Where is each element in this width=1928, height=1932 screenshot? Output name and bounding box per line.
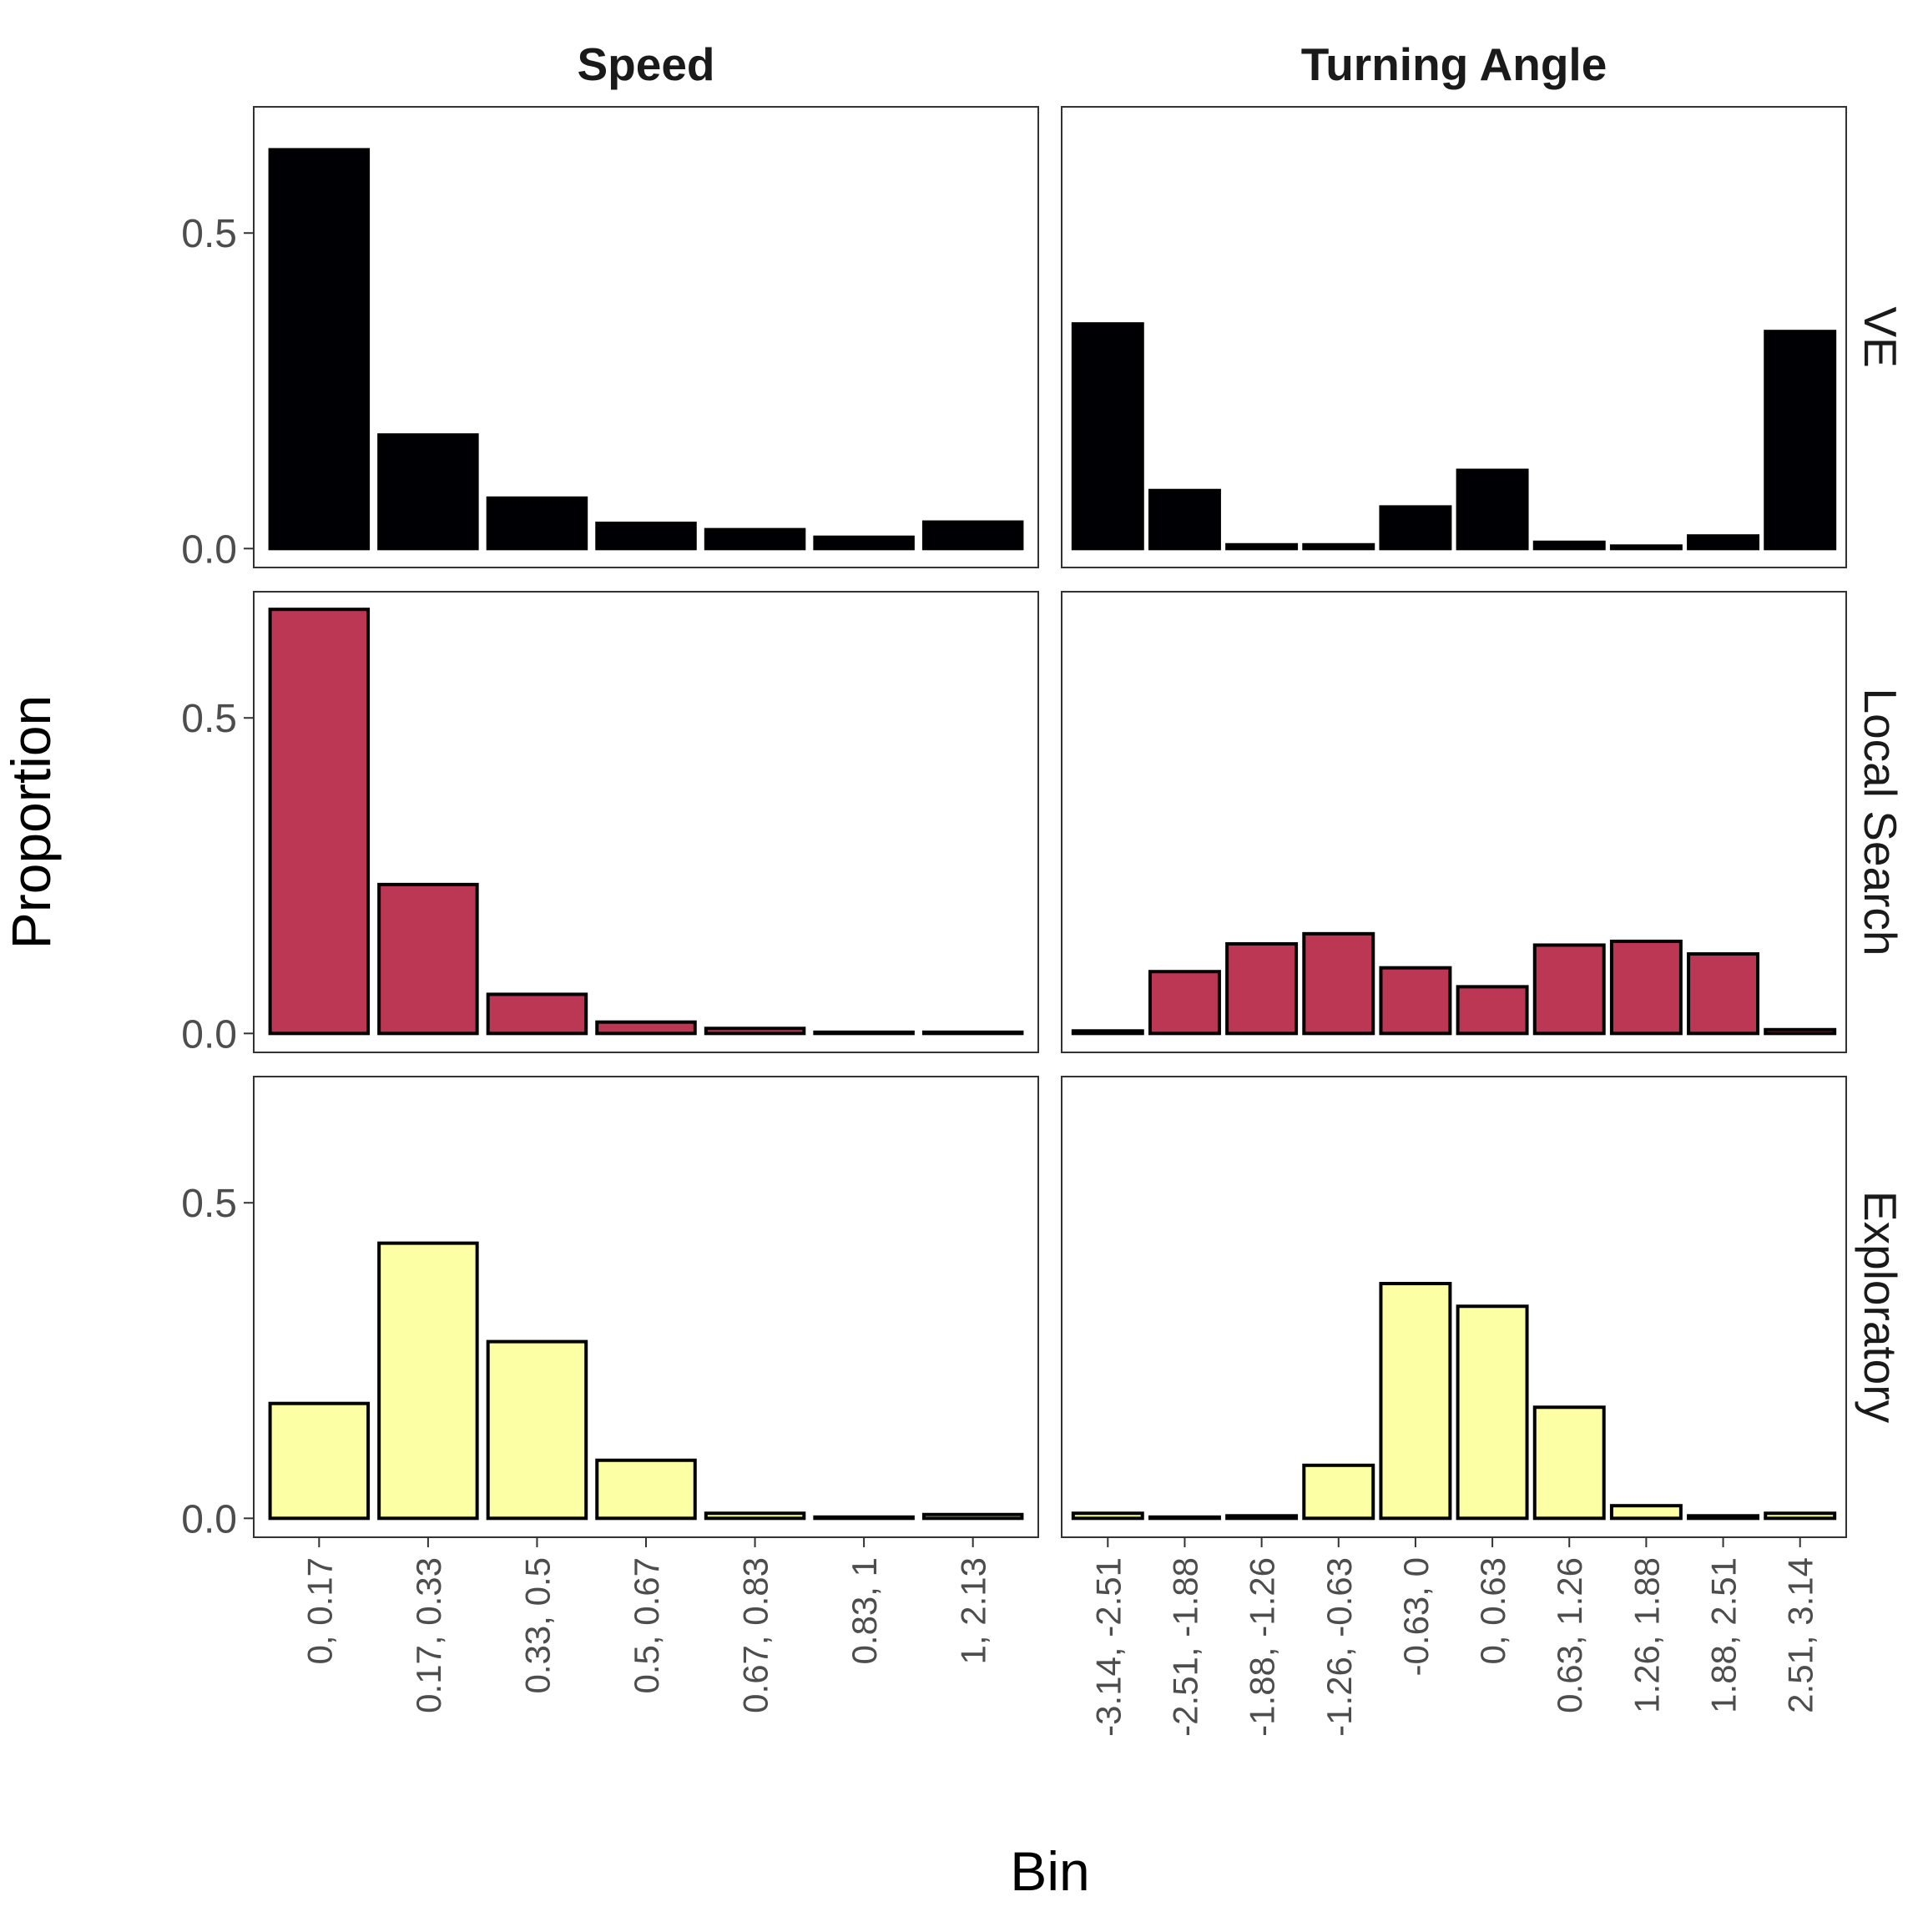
panel-exploratory-turning-angle: -3.14, -2.51 -2.51, -1.88 -1.88, -1.26 -1.2…	[1061, 1076, 1847, 1737]
bar	[1302, 542, 1375, 551]
bar	[1764, 330, 1837, 551]
bar	[486, 496, 588, 551]
bar	[1456, 1304, 1529, 1521]
x-tick-label: 1.88, 2.51	[1704, 1557, 1744, 1713]
panel-border	[1061, 1076, 1847, 1538]
bar	[1379, 505, 1452, 551]
bar	[1687, 952, 1760, 1036]
x-tick-label: 0.5, 0.67	[627, 1557, 666, 1693]
bar	[1148, 1515, 1221, 1521]
x-tick-label: 1, 2.13	[954, 1557, 993, 1664]
bar	[1687, 534, 1760, 551]
bar	[1379, 966, 1452, 1036]
bar	[1609, 544, 1683, 551]
panel-exploratory-speed: 0.0 0.5 0, 0.17 0.17, 0.33 0.33, 0.5 0.5, 0.6…	[181, 1076, 1039, 1713]
panel-ve-speed: 0.0 0.5	[181, 106, 1039, 572]
x-tick-label: 0.83, 1	[845, 1557, 884, 1664]
y-tick-label: 0.0	[181, 1497, 237, 1541]
bar	[704, 1511, 806, 1521]
bar	[1071, 1511, 1144, 1521]
bar	[1225, 941, 1299, 1036]
bar	[1379, 1282, 1452, 1521]
bar	[1456, 985, 1529, 1036]
bar	[486, 1339, 588, 1521]
bar	[1609, 1504, 1683, 1521]
row-label-exploratory: Exploratory	[1855, 1191, 1906, 1424]
bar	[704, 1027, 806, 1036]
panel-local-search-turning-angle	[1061, 591, 1847, 1053]
x-tick-label: 0, 0.17	[300, 1557, 339, 1664]
x-tick-label: 0.33, 0.5	[517, 1557, 557, 1693]
panel-border	[253, 106, 1039, 568]
bar	[1456, 468, 1529, 551]
bar	[377, 882, 479, 1036]
bar	[595, 1458, 697, 1521]
bar	[921, 1512, 1024, 1521]
x-tick-label: 0.17, 0.33	[409, 1557, 448, 1713]
bar	[268, 608, 371, 1036]
x-tick-label: 0, 0.63	[1473, 1557, 1512, 1664]
y-tick-label: 0.0	[181, 1012, 237, 1057]
bar	[1532, 1405, 1606, 1521]
x-tick-label: -0.63, 0	[1396, 1557, 1436, 1676]
bar	[268, 148, 371, 551]
bar	[1302, 1463, 1375, 1521]
bar	[921, 520, 1024, 551]
bar	[1071, 322, 1144, 551]
bar	[1071, 1029, 1144, 1036]
bar	[704, 527, 806, 551]
bar	[595, 1020, 697, 1036]
panel-grid: Speed Turning Angle VE Local Search Explorat…	[181, 38, 1906, 1737]
bar	[486, 992, 588, 1036]
column-title-speed: Speed	[577, 38, 714, 90]
row-label-ve: VE	[1855, 306, 1906, 367]
bar	[1148, 970, 1221, 1036]
bar	[268, 1401, 371, 1521]
bar	[1225, 542, 1299, 551]
bar	[1532, 943, 1606, 1036]
bar	[921, 1030, 1024, 1036]
bar	[595, 522, 697, 551]
x-tick-label: 0.67, 0.83	[736, 1557, 775, 1713]
panel-border	[1061, 106, 1847, 568]
x-tick-label: -1.26, -0.63	[1320, 1557, 1359, 1737]
x-axis-title: Bin	[1010, 1840, 1089, 1902]
panel-ve-turning-angle	[1061, 106, 1847, 568]
x-tick-label: -2.51, -1.88	[1165, 1557, 1204, 1737]
y-tick-label: 0.5	[181, 1182, 237, 1226]
bar	[1764, 1511, 1837, 1521]
x-tick-label: 1.26, 1.88	[1627, 1557, 1666, 1713]
y-axis-title: Proportion	[0, 695, 62, 950]
x-tick-label: -1.88, -1.26	[1243, 1557, 1282, 1737]
column-title-turning-angle: Turning Angle	[1301, 38, 1608, 90]
bar	[813, 1030, 915, 1036]
panel-border	[253, 591, 1039, 1053]
panel-local-search-speed: 0.0 0.5	[181, 591, 1039, 1057]
bar	[1764, 1027, 1837, 1036]
y-tick-label: 0.0	[181, 527, 237, 572]
bar	[1532, 540, 1606, 551]
bar	[377, 1241, 479, 1521]
y-tick-label: 0.5	[181, 697, 237, 741]
x-tick-label: -3.14, -2.51	[1088, 1557, 1128, 1737]
row-label-local-search: Local Search	[1855, 688, 1906, 956]
bar	[813, 535, 915, 551]
bar	[377, 433, 479, 551]
bar	[813, 1515, 915, 1521]
x-tick-label: 0.63, 1.26	[1550, 1557, 1589, 1713]
bar	[1148, 488, 1221, 551]
bar	[1609, 939, 1683, 1036]
x-tick-label: 2.51, 3.14	[1781, 1557, 1820, 1713]
y-tick-label: 0.5	[181, 212, 237, 256]
bar	[1302, 931, 1375, 1036]
bar	[1687, 1514, 1760, 1521]
bar	[1225, 1514, 1299, 1521]
panel-border	[1061, 591, 1847, 1053]
